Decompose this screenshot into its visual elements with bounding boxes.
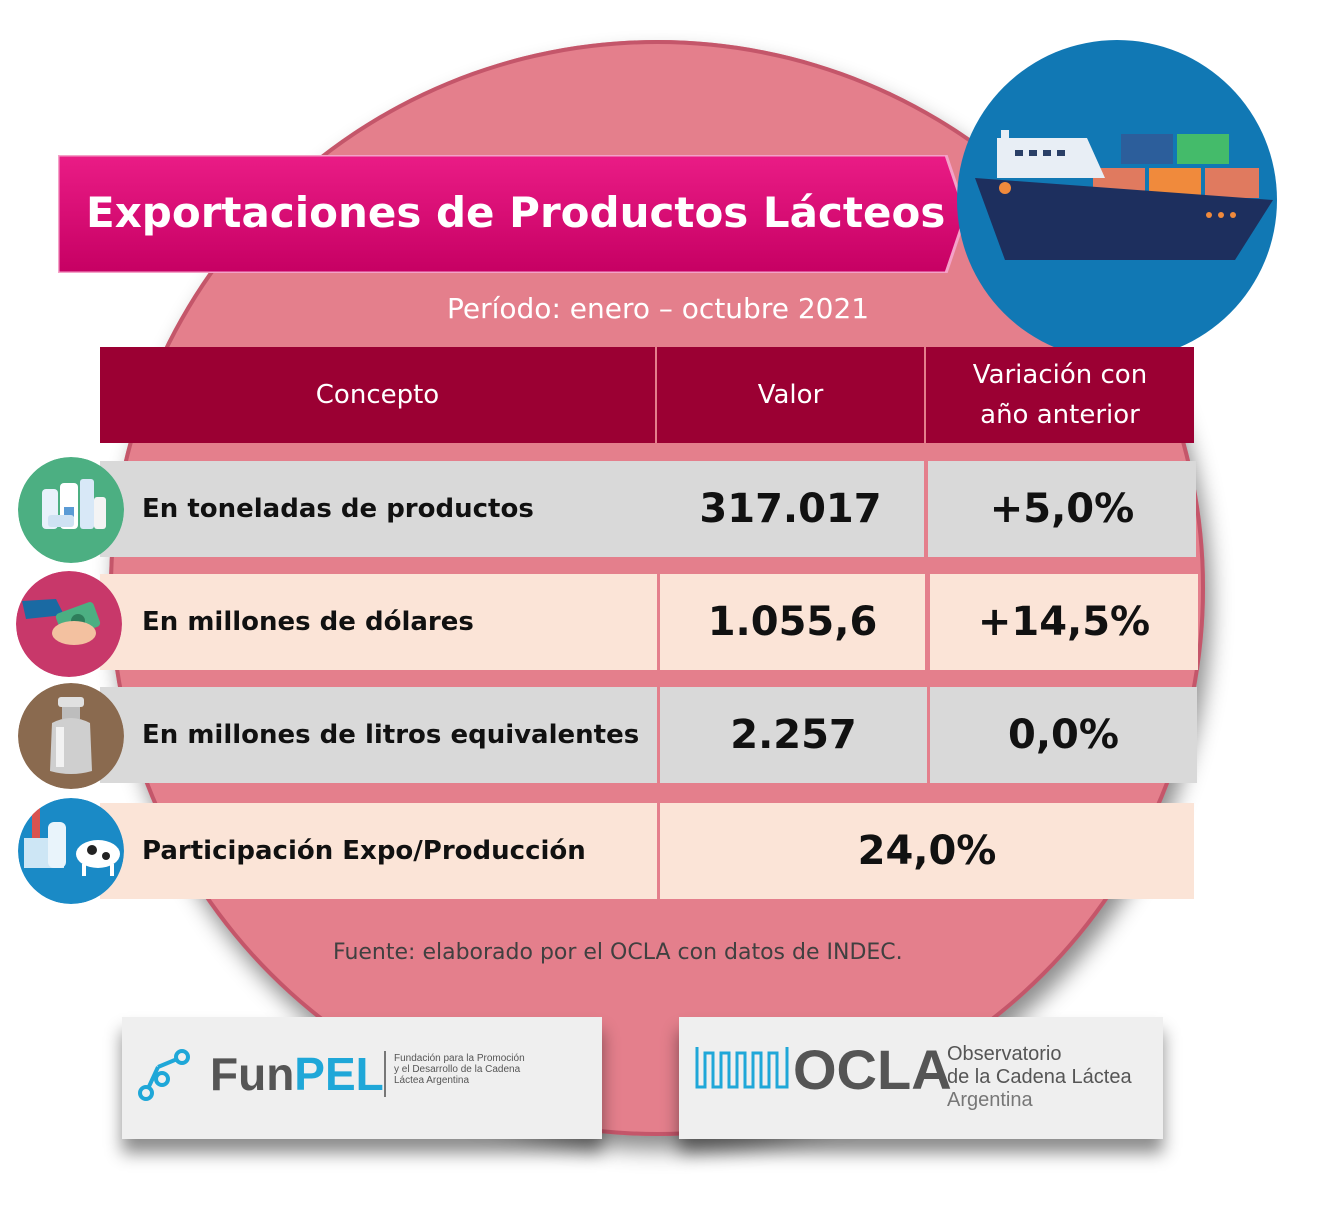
page-title: Exportaciones de Productos Lácteos [86,188,946,237]
factory-cow-icon [18,798,124,904]
source-note: Fuente: elaborado por el OCLA con datos … [333,940,903,965]
table-row-label: En millones de dólares [100,574,657,670]
header-concept: Concepto [100,347,655,443]
funpel-network-icon [138,1049,190,1101]
ocla-description: Observatorio de la Cadena Láctea Argenti… [947,1043,1132,1111]
table-row-label: En toneladas de productos [100,461,657,557]
funpel-name-part1: Fun [210,1048,295,1100]
ocla-logo: OCLA Observatorio de la Cadena Láctea Ar… [679,1017,1163,1139]
table-row-value: 24,0% [660,803,1194,899]
funpel-description: Fundación para la Promoción y el Desarro… [394,1053,525,1086]
table-row-label: En millones de litros equivalentes [100,687,657,783]
table-row-variation: 0,0% [930,687,1197,783]
table-row-value: 2.257 [660,687,927,783]
header-variation: Variación con año anterior [926,347,1194,443]
dairy-products-icon [18,457,124,563]
funpel-name-part2: PEL [294,1048,384,1100]
ocla-name: OCLA [793,1038,952,1101]
title-banner [58,155,966,273]
header-value: Valor [657,347,924,443]
table-row-value: 317.017 [657,461,924,557]
table-row-variation: +14,5% [930,574,1198,670]
table-row-label: Participación Expo/Producción [100,803,657,899]
funpel-divider [384,1051,386,1097]
table-row-value: 1.055,6 [660,574,925,670]
funpel-logo: FunPEL Fundación para la Promoción y el … [122,1017,602,1139]
period-subtitle: Período: enero – octubre 2021 [447,292,870,325]
cargo-ship-icon [957,40,1277,360]
ocla-wave-icon [695,1047,789,1089]
money-hand-icon [16,571,122,677]
table-row-variation: +5,0% [928,461,1196,557]
milk-can-icon [18,683,124,789]
